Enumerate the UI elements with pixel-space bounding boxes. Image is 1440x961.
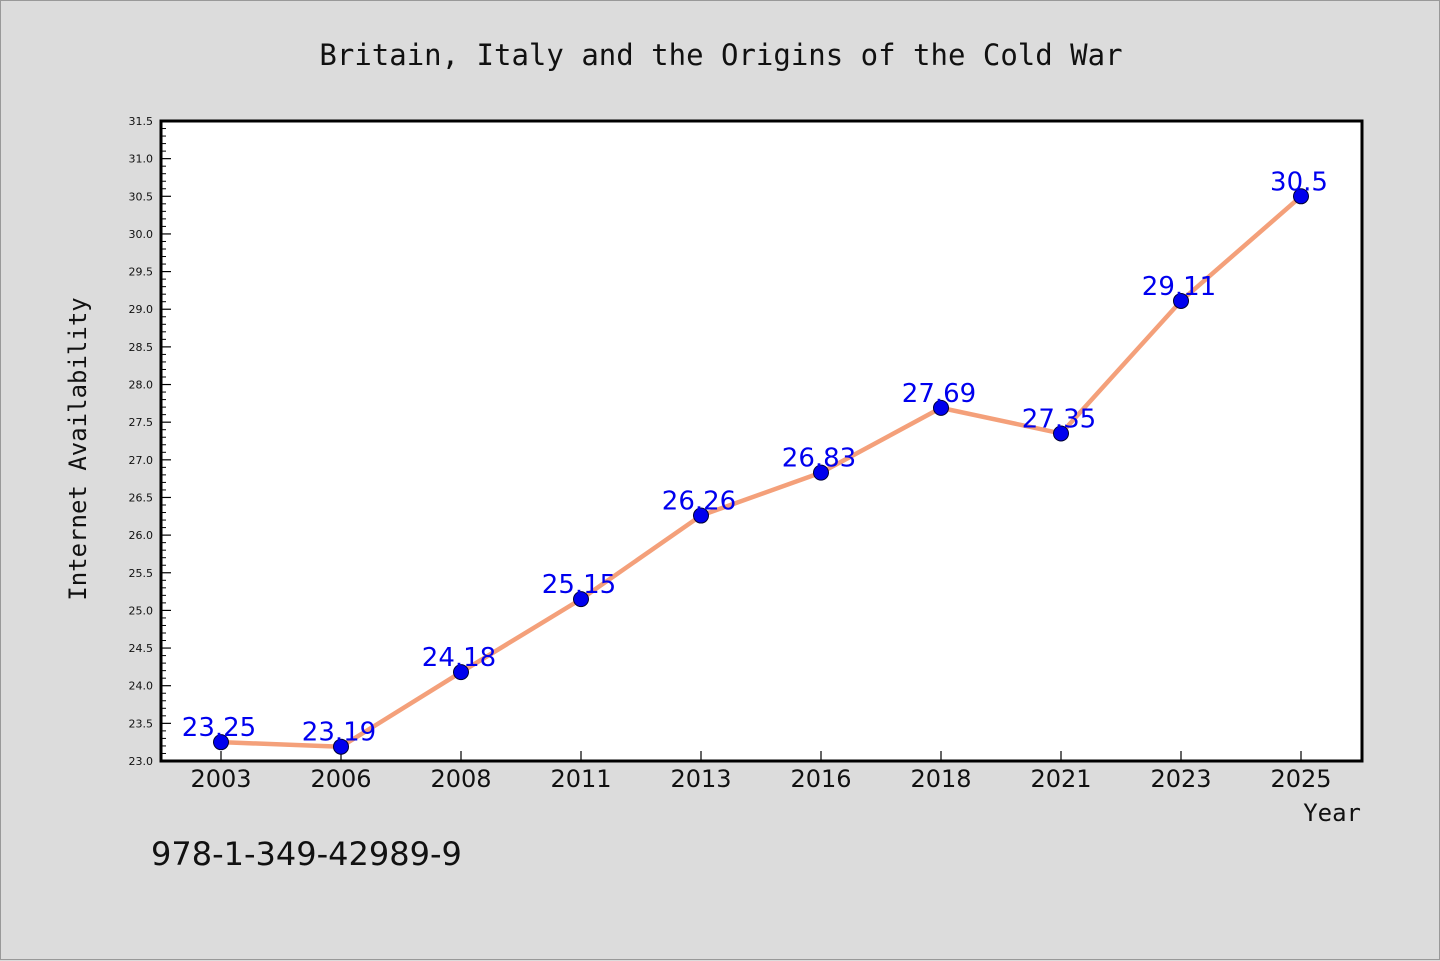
y-axis: 23.0 23.5 24.0 24.5 25.0 25.5 26.0 26.5 27.0 27.5… — [129, 115, 171, 768]
data-point — [333, 738, 349, 755]
x-tick-label: 2013 — [670, 765, 731, 793]
y-tick-label: 30.0 — [129, 228, 154, 241]
x-tick-label: 2023 — [1150, 765, 1211, 793]
y-tick-label: 25.5 — [129, 567, 154, 580]
x-tick-label: 2018 — [910, 765, 971, 793]
data-point — [213, 734, 229, 751]
data-label: 27.69 — [902, 379, 976, 409]
markers-group — [213, 188, 1309, 755]
y-tick-label: 29.0 — [129, 303, 154, 316]
x-tick-label: 2006 — [310, 765, 371, 793]
data-point — [1173, 292, 1189, 309]
y-tick-label: 26.0 — [129, 529, 154, 542]
data-point — [813, 464, 829, 481]
isbn-text: 978-1-349-42989-9 — [151, 835, 462, 873]
y-tick-label: 27.0 — [129, 454, 154, 467]
y-tick-label: 25.0 — [129, 604, 154, 617]
x-tick-label: 2003 — [190, 765, 251, 793]
data-point — [1293, 188, 1309, 205]
series-line — [218, 194, 1304, 749]
y-tick-label: 29.5 — [129, 266, 154, 279]
y-tick-label: 26.5 — [129, 491, 154, 504]
data-label: 29.11 — [1142, 272, 1216, 302]
data-label: 27.35 — [1022, 404, 1096, 434]
y-tick-label: 31.0 — [129, 153, 154, 166]
y-tick-label: 23.5 — [129, 717, 154, 730]
data-labels-group: 23.25 23.19 24.18 25.15 26.26 26.83 27.69 27.35… — [182, 167, 1328, 747]
y-tick-label: 24.0 — [129, 680, 154, 693]
y-tick-label: 31.5 — [129, 115, 154, 128]
data-point — [573, 591, 589, 608]
y-tick-label: 28.5 — [129, 341, 154, 354]
y-tick-label: 27.5 — [129, 416, 154, 429]
chart-title: Britain, Italy and the Origins of the Co… — [319, 38, 1122, 72]
data-point — [1053, 425, 1069, 442]
data-label: 23.19 — [302, 718, 376, 748]
x-axis-title: Year — [1303, 799, 1361, 827]
data-label: 24.18 — [422, 643, 496, 673]
x-tick-label: 2008 — [430, 765, 491, 793]
data-label: 30.5 — [1270, 167, 1328, 197]
x-tick-label: 2025 — [1270, 765, 1331, 793]
data-label: 23.25 — [182, 713, 256, 743]
data-label: 25.15 — [542, 570, 616, 600]
y-tick-label: 24.5 — [129, 642, 154, 655]
y-tick-label: 30.5 — [129, 190, 154, 203]
data-label: 26.83 — [782, 444, 856, 474]
x-axis: 2003 2006 2008 2011 2013 2016 2018 2021 2023 2025 — [190, 751, 1332, 793]
y-tick-label: 23.0 — [129, 755, 154, 768]
data-point — [693, 507, 709, 524]
data-label: 26.26 — [662, 487, 736, 517]
plot-area — [159, 119, 1364, 763]
series-line-group — [218, 194, 1304, 749]
y-tick-label: 28.0 — [129, 379, 154, 392]
data-point — [933, 399, 949, 416]
data-point — [453, 664, 469, 681]
y-axis-title: Internet Availability — [64, 297, 92, 600]
x-tick-label: 2021 — [1030, 765, 1091, 793]
x-tick-label: 2016 — [790, 765, 851, 793]
x-tick-label: 2011 — [550, 765, 611, 793]
